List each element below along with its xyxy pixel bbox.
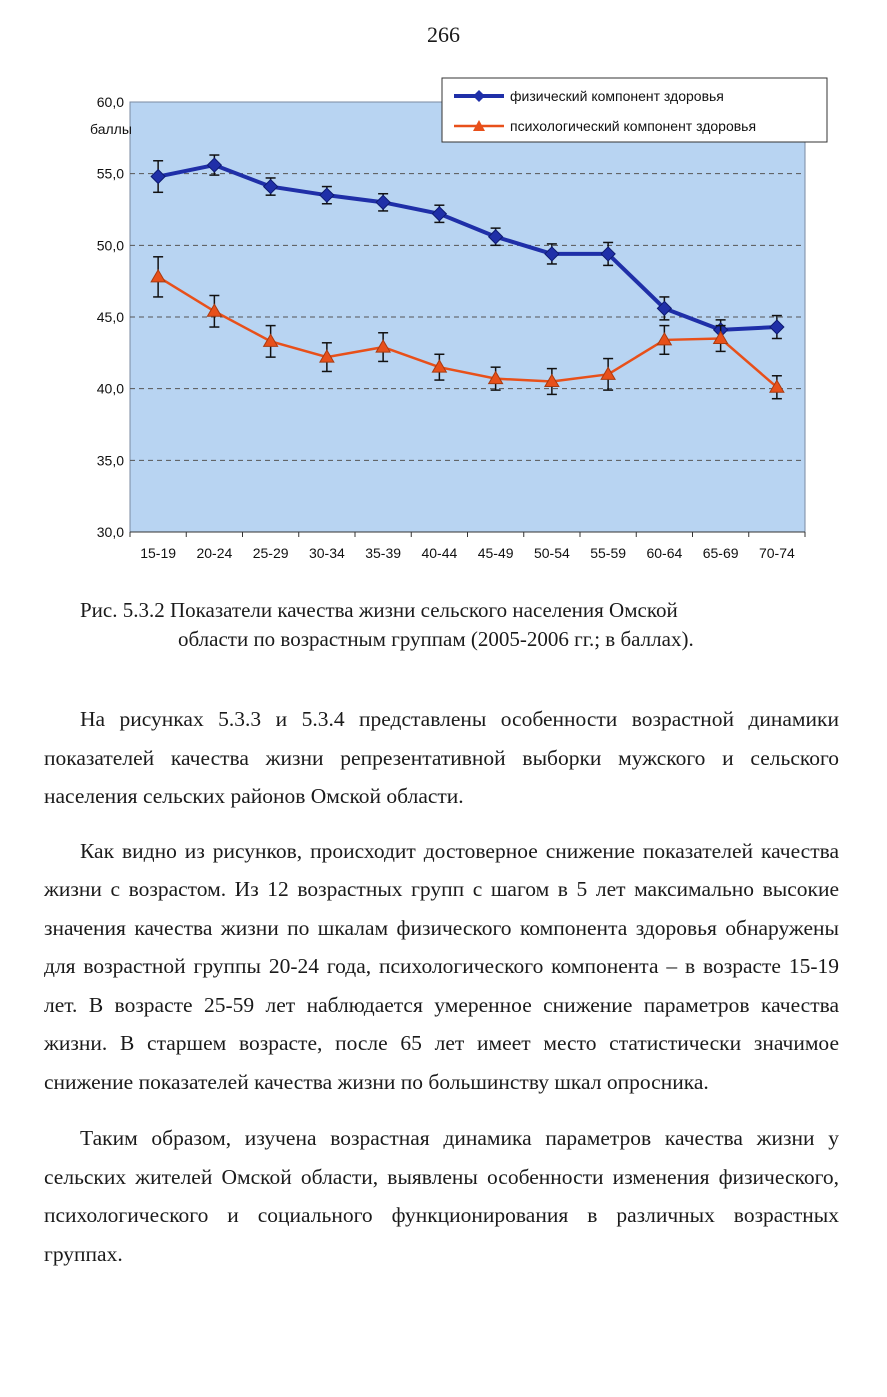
data-point-diamond (319, 187, 335, 203)
figure-caption: Рис. 5.3.2 Показатели качества жизни сел… (80, 596, 840, 654)
x-tick-label: 50-54 (534, 545, 570, 561)
data-point-diamond (206, 157, 223, 173)
legend-label: психологический компонент здоровья (510, 118, 756, 134)
data-point-triangle (262, 333, 279, 347)
data-point-diamond (769, 319, 785, 335)
y-tick-label: 40,0 (97, 381, 124, 397)
chart-svg: 60,0 55,0 50,0 45,0 40,0 35,0 30,0 баллы 15-19 20… (90, 77, 828, 561)
data-point-diamond (431, 206, 448, 222)
paragraph-2: Как видно из рисунков, происходит достов… (44, 838, 839, 1094)
series-line (157, 162, 777, 332)
data-point-triangle (544, 373, 560, 387)
x-tick-label: 30-34 (309, 545, 345, 561)
data-point-diamond (600, 246, 616, 262)
data-point-diamond (656, 300, 673, 317)
y-tick-label: 45,0 (97, 309, 124, 325)
legend-marker-triangle (473, 120, 485, 131)
x-tick-label: 70-74 (759, 545, 795, 561)
line-chart: 60,0 55,0 50,0 45,0 40,0 35,0 30,0 баллы 15-19 20… (60, 72, 830, 582)
caption-line-1: Рис. 5.3.2 Показатели качества жизни сел… (80, 598, 678, 622)
legend-marker-diamond (473, 90, 485, 102)
series-line (157, 275, 778, 389)
data-point-triangle (319, 349, 335, 363)
series-2 (150, 256, 785, 400)
x-tick-label: 35-39 (365, 545, 401, 561)
data-point-diamond (487, 229, 504, 245)
y-tick-label: 60,0 (97, 94, 124, 110)
y-tick-label: 55,0 (97, 166, 124, 182)
legend-box (441, 77, 828, 143)
x-tick-label: 45-49 (478, 545, 514, 561)
caption-line-2: области по возрастным группам (2005-2006… (178, 627, 694, 651)
page-number: 266 (427, 22, 460, 47)
data-point-diamond (150, 168, 166, 185)
data-point-triangle (712, 330, 729, 344)
legend: физический компонент здоровья психологиче… (441, 77, 828, 143)
data-point-triangle (487, 370, 504, 385)
data-point-triangle (431, 359, 448, 373)
y-tick-label: 30,0 (97, 524, 124, 540)
data-point-triangle (375, 339, 391, 353)
x-tick-label: 60-64 (646, 545, 682, 561)
data-point-triangle (600, 366, 616, 380)
data-point-diamond (544, 246, 560, 262)
x-tick-label: 55-59 (590, 545, 626, 561)
series-1 (150, 154, 785, 341)
x-tick-label: 65-69 (703, 545, 739, 561)
y-axis-label: баллы (90, 121, 132, 137)
data-point-diamond (262, 178, 279, 195)
y-tick-label: 35,0 (97, 452, 124, 468)
x-tick-label: 20-24 (196, 545, 232, 561)
body-text: На рисунках 5.3.3 и 5.3.4 представлены о… (44, 700, 839, 1291)
paragraph-1: На рисунках 5.3.3 и 5.3.4 представлены о… (44, 707, 839, 808)
legend-label: физический компонент здоровья (510, 88, 724, 104)
paragraph-3: Таким образом, изучена возрастная динами… (44, 1126, 839, 1266)
x-tick-label: 25-29 (253, 545, 289, 561)
data-point-triangle (206, 303, 223, 317)
x-tick-label: 40-44 (421, 545, 457, 561)
data-point-triangle (769, 379, 785, 393)
y-tick-label: 50,0 (97, 237, 124, 253)
x-tick-label: 15-19 (140, 545, 176, 561)
data-point-triangle (150, 268, 166, 283)
data-point-diamond (375, 194, 391, 211)
data-point-triangle (656, 331, 673, 346)
